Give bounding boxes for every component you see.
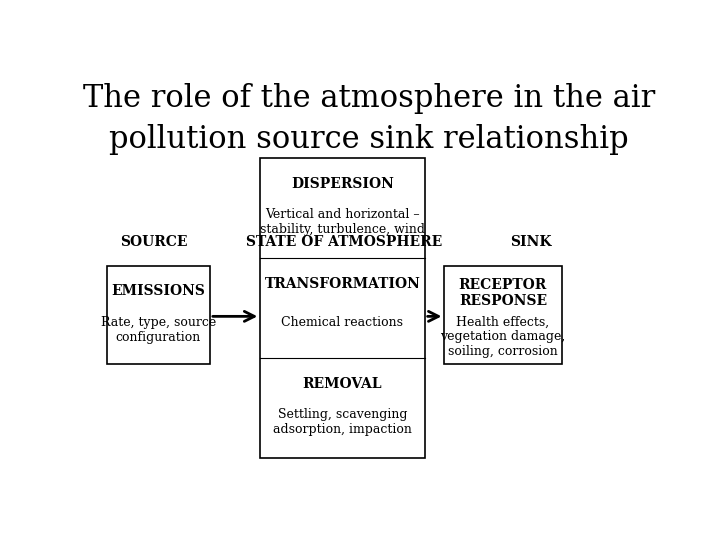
Text: SINK: SINK (510, 234, 552, 248)
FancyBboxPatch shape (107, 266, 210, 364)
Text: REMOVAL: REMOVAL (302, 377, 382, 391)
Text: STATE OF ATMOSPHERE: STATE OF ATMOSPHERE (246, 234, 442, 248)
Text: DISPERSION: DISPERSION (291, 177, 394, 191)
FancyBboxPatch shape (260, 158, 425, 458)
Text: RECEPTOR
RESPONSE: RECEPTOR RESPONSE (459, 278, 547, 308)
FancyBboxPatch shape (444, 266, 562, 364)
Text: Health effects,
vegetation damage,
soiling, corrosion: Health effects, vegetation damage, soili… (441, 315, 565, 359)
Text: The role of the atmosphere in the air
pollution source sink relationship: The role of the atmosphere in the air po… (83, 83, 655, 154)
Text: EMISSIONS: EMISSIONS (112, 284, 205, 298)
Text: SOURCE: SOURCE (120, 234, 188, 248)
Text: Settling, scavenging
adsorption, impaction: Settling, scavenging adsorption, impacti… (273, 408, 412, 436)
Text: Chemical reactions: Chemical reactions (282, 315, 403, 328)
Text: Rate, type, source
configuration: Rate, type, source configuration (101, 316, 216, 344)
Text: Vertical and horizontal –
stability, turbulence, wind: Vertical and horizontal – stability, tur… (260, 208, 425, 236)
Text: TRANSFORMATION: TRANSFORMATION (264, 277, 420, 291)
